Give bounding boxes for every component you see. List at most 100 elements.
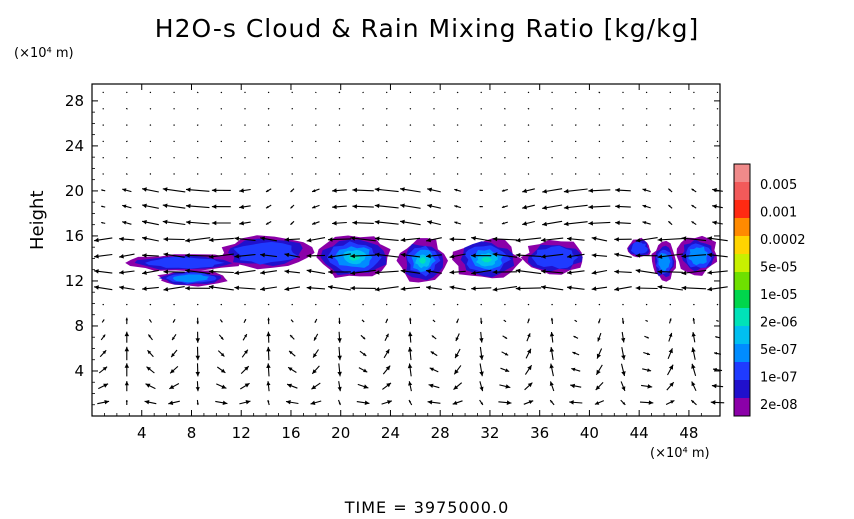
- wind-vector-327: [162, 203, 186, 209]
- wind-vector-486: [102, 108, 104, 110]
- wind-vector-288: [515, 237, 542, 243]
- wind-vector-147: [385, 318, 389, 324]
- wind-vector-274: [185, 237, 211, 243]
- wind-vector-313: [479, 222, 483, 224]
- wind-vector-414: [315, 156, 317, 159]
- colorbar-swatch-5: [734, 254, 750, 273]
- wind-vector-145: [338, 317, 341, 325]
- wind-vector-338: [427, 203, 441, 209]
- wind-vector-38: [357, 383, 369, 389]
- wind-vector-392: [433, 173, 435, 175]
- wind-vector-511: [693, 108, 695, 110]
- wind-vector-214: [681, 285, 707, 291]
- wind-vector-453: [598, 140, 601, 143]
- wind-vector-285: [449, 236, 466, 242]
- wind-vector-329: [211, 204, 231, 209]
- wind-vector-40: [408, 381, 413, 392]
- wind-vector-535: [622, 91, 624, 94]
- wind-vector-300: [162, 219, 186, 226]
- wind-vector-174: [386, 303, 388, 306]
- wind-vector-192: [163, 286, 185, 292]
- wind-vector-213: [657, 284, 683, 291]
- wind-vector-92: [359, 350, 367, 357]
- wind-vector-440: [291, 140, 293, 143]
- wind-vector-144: [314, 318, 318, 324]
- wind-vector-136: [125, 317, 129, 325]
- wind-vector-124: [479, 331, 484, 343]
- wind-vector-131: [644, 335, 650, 339]
- wind-vector-234: [515, 268, 542, 275]
- wind-vector-105: [667, 348, 673, 360]
- colorbar-label-6: 5e-07: [760, 343, 798, 358]
- wind-vector-520: [267, 91, 270, 94]
- wind-vector-430: [693, 156, 695, 159]
- wind-vector-275: [208, 237, 234, 243]
- colorbar-swatch-6: [734, 272, 750, 291]
- wind-vector-268: [681, 253, 707, 259]
- cloud-region-1-level-10: [172, 274, 210, 283]
- colorbar-swatch-11: [734, 362, 750, 381]
- wind-vector-58: [195, 363, 200, 377]
- wind-vector-78: [667, 364, 674, 376]
- wind-vector-465: [244, 124, 246, 126]
- wind-vector-176: [433, 303, 435, 306]
- wind-vector-53: [711, 383, 724, 389]
- wind-vector-168: [244, 303, 246, 306]
- y-tick-label-12: 12: [65, 272, 84, 290]
- wind-vector-135: [101, 319, 105, 323]
- wind-vector-151: [480, 317, 483, 325]
- wind-vector-47: [570, 383, 582, 389]
- wind-vector-156: [598, 318, 601, 324]
- wind-vector-326: [141, 203, 159, 209]
- wind-vector-395: [503, 173, 506, 175]
- wind-vector-298: [122, 220, 132, 225]
- wind-vector-70: [479, 363, 484, 377]
- wind-vector-172: [338, 303, 341, 306]
- wind-vector-308: [352, 220, 374, 225]
- wind-vector-210: [591, 286, 608, 291]
- wind-vector-16: [479, 399, 484, 406]
- wind-vector-134: [715, 336, 720, 339]
- wind-vector-344: [563, 204, 588, 210]
- wind-vector-84: [170, 349, 178, 358]
- wind-vector-513: [102, 91, 104, 94]
- wind-vector-132: [668, 332, 673, 342]
- wind-vector-74: [571, 367, 581, 372]
- wind-vector-265: [614, 252, 632, 258]
- wind-vector-342: [522, 204, 535, 210]
- wind-vector-159: [668, 318, 672, 324]
- wind-vector-178: [480, 303, 482, 306]
- wind-vector-388: [338, 173, 341, 175]
- wind-vector-299: [141, 220, 159, 226]
- wind-vector-field: [94, 91, 728, 406]
- wind-vector-101: [572, 351, 580, 356]
- wind-vector-146: [361, 319, 365, 323]
- wind-vector-435: [173, 140, 175, 143]
- wind-vector-295: [681, 236, 707, 242]
- wind-vector-152: [503, 319, 507, 323]
- wind-vector-405: [102, 157, 104, 159]
- wind-vector-204: [449, 285, 466, 291]
- wind-vector-141: [243, 318, 247, 323]
- wind-vector-23: [639, 400, 654, 405]
- wind-vector-415: [338, 157, 341, 159]
- wind-vector-85: [195, 346, 200, 361]
- wind-vector-314: [501, 221, 508, 225]
- wind-vector-508: [622, 108, 624, 110]
- colorbar-swatch-12: [734, 380, 750, 399]
- wind-vector-269: [707, 252, 728, 258]
- wind-vector-262: [540, 253, 564, 259]
- wind-vector-477: [527, 124, 530, 126]
- wind-vector-267: [657, 253, 683, 259]
- y-tick-label-16: 16: [65, 227, 84, 245]
- wind-vector-455: [645, 140, 648, 143]
- colorbar-label-7: 1e-07: [760, 371, 798, 386]
- wind-vector-427: [622, 157, 624, 159]
- wind-vector-475: [480, 124, 482, 126]
- wind-vector-28: [124, 381, 129, 392]
- cloud-region-0-level-11: [145, 256, 225, 269]
- wind-vector-479: [574, 124, 577, 126]
- wind-vector-472: [409, 124, 412, 126]
- wind-vector-255: [374, 252, 399, 258]
- wind-vector-236: [566, 270, 585, 275]
